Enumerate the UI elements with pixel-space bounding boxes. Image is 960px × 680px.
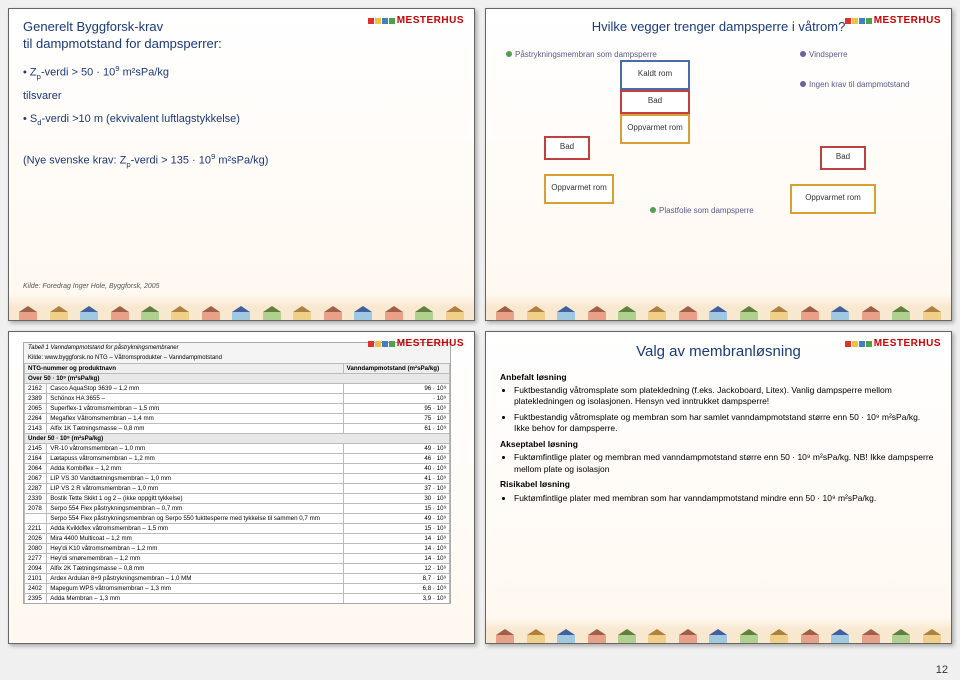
- page-number: 12: [936, 664, 948, 676]
- label-plastfolie: Plastfolie som dampsperre: [650, 206, 754, 215]
- box-bad-1: Bad: [620, 90, 690, 114]
- label-vindsperre: Vindsperre: [800, 50, 848, 59]
- slide4-body: Anbefalt løsning Fuktbestandig våtromspl…: [500, 372, 937, 505]
- slide-1: MESTERHUS Generelt Byggforsk-krav til da…: [8, 8, 475, 321]
- box-bad-3: Bad: [820, 146, 866, 170]
- membrane-table: Tabell 1 Vanndampmotstand for påstryknin…: [23, 342, 451, 604]
- box-oppvarmet-1: Oppvarmet rom: [620, 114, 690, 144]
- label-ingenkrav: Ingen krav til dampmotstand: [800, 80, 920, 89]
- slide4-title: Valg av membranløsning: [540, 342, 897, 362]
- logo-icon: [845, 18, 872, 24]
- slide-4: MESTERHUS Valg av membranløsning Anbefal…: [485, 331, 952, 644]
- s4-b2: Fuktbestandig våtromsplate og membran so…: [514, 412, 937, 435]
- s4-b1: Fuktbestandig våtromsplate som platekled…: [514, 385, 937, 408]
- slide1-source: Kilde: Foredrag Inger Hole, Byggforsk, 2…: [23, 283, 160, 290]
- footer-houses: [486, 294, 951, 320]
- logo-text: MESTERHUS: [397, 15, 464, 26]
- logo-text: MESTERHUS: [874, 338, 941, 349]
- s4-b3: Fuktømfintlige plater og membran med van…: [514, 452, 937, 475]
- s4-h3: Risikabel løsning: [500, 479, 937, 490]
- logo-text: MESTERHUS: [874, 15, 941, 26]
- slide-2: MESTERHUS Hvilke vegger trenger dampsper…: [485, 8, 952, 321]
- slide2-title: Hvilke vegger trenger dampsperre i våtro…: [540, 19, 897, 36]
- slide-3: MESTERHUS Tabell 1 Vanndampmotstand for …: [8, 331, 475, 644]
- logo: MESTERHUS: [845, 15, 941, 26]
- table-source: Kilde: www.byggforsk.no NTG – Våtromspro…: [24, 353, 450, 363]
- logo-icon: [368, 18, 395, 24]
- box-bad-2: Bad: [544, 136, 590, 160]
- box-kaldt-rom: Kaldt rom: [620, 60, 690, 90]
- box-oppvarmet-3: Oppvarmet rom: [790, 184, 876, 214]
- box-oppvarmet-2: Oppvarmet rom: [544, 174, 614, 204]
- logo: MESTERHUS: [845, 338, 941, 349]
- logo: MESTERHUS: [368, 15, 464, 26]
- label-pastrykning: Påstrykningsmembran som dampsperre: [506, 50, 657, 59]
- footer-houses: [9, 294, 474, 320]
- logo-icon: [845, 341, 872, 347]
- s4-h2: Akseptabel løsning: [500, 439, 937, 450]
- slide1-body: • Zp-verdi > 50 · 109 m²sPa/kg tilsvarer…: [23, 63, 460, 171]
- slide1-title-l2: til dampmotstand for dampsperrer:: [23, 36, 222, 51]
- slide1-title-l1: Generelt Byggforsk-krav: [23, 19, 163, 34]
- footer-houses: [486, 617, 951, 643]
- logo-text: MESTERHUS: [397, 338, 464, 349]
- s4-h1: Anbefalt løsning: [500, 372, 937, 383]
- s4-b4: Fuktømfintlige plater med membran som ha…: [514, 493, 937, 504]
- wall-diagram: Kaldt rom Bad Oppvarmet rom Bad Oppvarme…: [500, 46, 937, 246]
- logo: MESTERHUS: [368, 338, 464, 349]
- logo-icon: [368, 341, 395, 347]
